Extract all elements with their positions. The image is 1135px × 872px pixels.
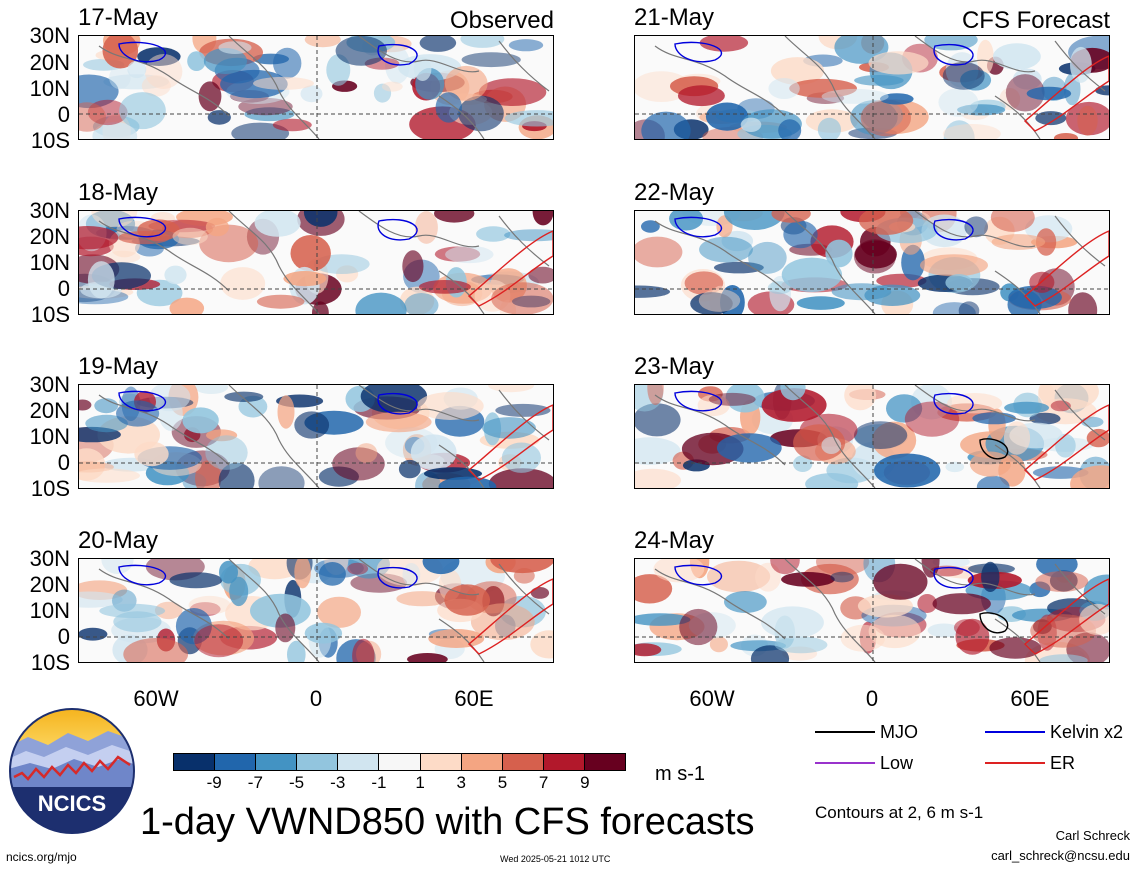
colorbar-swatch: [379, 754, 421, 770]
map-field: [635, 36, 1109, 139]
panel-date-forecast-3: 23-May: [634, 353, 715, 380]
map-panel-observed-1: [78, 35, 554, 140]
panel-date-observed-1: 17-May: [78, 4, 159, 31]
colorbar-swatch: [420, 754, 462, 770]
colorbar-tick-label: 7: [538, 773, 549, 792]
map-panel-forecast-1: [634, 35, 1110, 140]
footer-timestamp: Wed 2025-05-21 1012 UTC: [500, 854, 611, 864]
lat-label-10s: 10S: [30, 128, 70, 153]
legend-line-low: [815, 762, 875, 764]
lon-label-60w: 60W: [689, 686, 735, 711]
lat-label-0: 0: [57, 276, 70, 301]
map-panel-observed-3: [78, 384, 554, 489]
panel-date-observed-4: 20-May: [78, 527, 159, 554]
lat-label-20n: 20N: [29, 398, 70, 423]
main-title: 1-day VWND850 with CFS forecasts: [140, 801, 755, 843]
panel-date-forecast-1: 21-May: [634, 4, 715, 31]
lat-label-30n: 30N: [29, 23, 70, 48]
map-panel-forecast-3: [634, 384, 1110, 489]
lat-label-30n: 30N: [29, 372, 70, 397]
map-field: [635, 385, 1109, 488]
lat-label-10s: 10S: [30, 302, 70, 327]
forecast-header: CFS Forecast: [961, 7, 1110, 34]
lat-label-0: 0: [57, 102, 70, 127]
footer-author: Carl Schreck: [1055, 828, 1130, 843]
map-field: [79, 211, 553, 314]
map-panel-observed-2: [78, 210, 554, 315]
colorbar: [173, 753, 626, 771]
map-panel-forecast-2: [634, 210, 1110, 315]
colorbar-tick-label: 5: [497, 773, 508, 792]
colorbar-swatch: [584, 754, 626, 770]
logo-text: NCICS: [38, 791, 106, 816]
legend-label-mjo: MJO: [880, 722, 918, 742]
lon-label-60w: 60W: [133, 686, 179, 711]
map-panel-observed-4: [78, 558, 554, 663]
lat-label-30n: 30N: [29, 198, 70, 223]
panel-date-observed-2: 18-May: [78, 179, 159, 206]
legend-label-er: ER: [1050, 753, 1076, 773]
lat-label-10s: 10S: [30, 476, 70, 501]
lat-label-10n: 10N: [29, 598, 70, 623]
colorbar-units: m s-1: [655, 763, 705, 785]
map-field: [79, 385, 553, 488]
colorbar-swatch: [502, 754, 544, 770]
lat-label-0: 0: [57, 624, 70, 649]
lat-label-30n: 30N: [29, 546, 70, 571]
lat-label-10n: 10N: [29, 250, 70, 275]
lat-label-10n: 10N: [29, 76, 70, 101]
lon-label-0: 0: [309, 686, 323, 711]
legend-label-kelvin: Kelvin x2: [1050, 722, 1124, 742]
ncics-logo-graphic: NCICS: [9, 708, 135, 834]
lat-label-10s: 10S: [30, 650, 70, 675]
colorbar-swatch: [174, 754, 216, 770]
legend-line-mjo: [815, 731, 875, 733]
colorbar-swatch: [297, 754, 339, 770]
map-field: [79, 36, 553, 139]
colorbar-swatch: [461, 754, 503, 770]
lat-label-10n: 10N: [29, 424, 70, 449]
legend-label-low: Low: [880, 753, 914, 773]
map-field: [79, 559, 553, 662]
colorbar-tick-label: -5: [288, 773, 305, 792]
colorbar-swatch: [543, 754, 585, 770]
footer-url[interactable]: ncics.org/mjo: [6, 850, 77, 864]
lon-label-60e: 60E: [1010, 686, 1050, 711]
colorbar-tick-label: -3: [330, 773, 346, 792]
map-panel-forecast-4: [634, 558, 1110, 663]
panel-date-forecast-4: 24-May: [634, 527, 715, 554]
colorbar-tick-label: 1: [415, 773, 425, 792]
legend-line-kelvin: [985, 731, 1045, 733]
panel-date-forecast-2: 22-May: [634, 179, 715, 206]
lon-label-0: 0: [865, 686, 879, 711]
colorbar-tick-label: -1: [371, 773, 387, 792]
colorbar-swatch: [338, 754, 380, 770]
map-field: [635, 211, 1109, 314]
observed-header: Observed: [449, 7, 554, 34]
panel-date-observed-3: 19-May: [78, 353, 159, 380]
footer-email[interactable]: carl_schreck@ncsu.edu: [991, 848, 1130, 863]
lat-label-20n: 20N: [29, 224, 70, 249]
lat-label-20n: 20N: [29, 572, 70, 597]
contours-note: Contours at 2, 6 m s-1: [815, 803, 984, 822]
ncics-logo: NCICS: [8, 707, 136, 835]
colorbar-swatch: [256, 754, 298, 770]
legend-line-er: [985, 762, 1045, 764]
map-field: [635, 559, 1109, 662]
colorbar-tick-label: 9: [580, 773, 590, 792]
colorbar-tick-label: -7: [247, 773, 263, 792]
lat-label-0: 0: [57, 450, 70, 475]
colorbar-tick-label: -9: [206, 773, 222, 792]
colorbar-swatch: [215, 754, 257, 770]
colorbar-tick-label: 3: [456, 773, 466, 792]
lat-label-20n: 20N: [29, 50, 70, 75]
lon-label-60e: 60E: [454, 686, 494, 711]
